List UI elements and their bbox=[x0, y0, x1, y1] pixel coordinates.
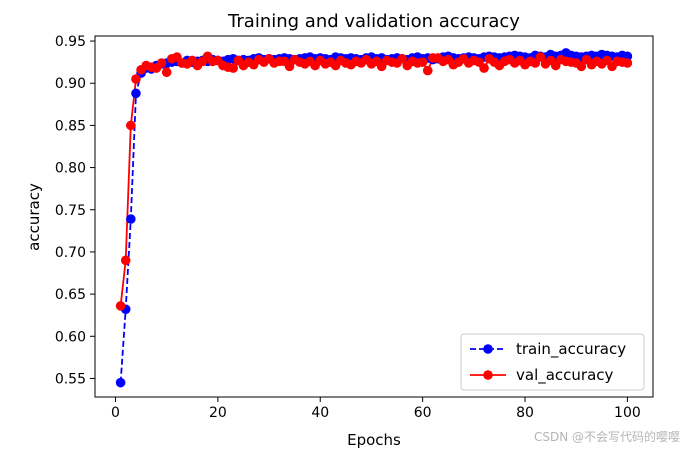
legend-label-train_accuracy: train_accuracy bbox=[516, 340, 626, 359]
val_accuracy-point bbox=[126, 120, 136, 131]
val_accuracy-point bbox=[535, 52, 546, 62]
x-axis-label: Epochs bbox=[347, 431, 401, 449]
train_accuracy-point bbox=[115, 377, 126, 388]
x-tick-label: 100 bbox=[614, 405, 641, 421]
val_accuracy-point bbox=[622, 58, 633, 68]
y-axis-label: accuracy bbox=[25, 183, 43, 251]
y-tick-label: 0.65 bbox=[55, 287, 86, 303]
legend-marker-val_accuracy bbox=[483, 370, 493, 380]
watermark: CSDN @不会写代码的嘤嘤 bbox=[534, 429, 680, 444]
y-tick-label: 0.75 bbox=[55, 203, 86, 219]
plot-area: 0 20 40 60 80 100 0.55 0.60 0.65 0.70 0.75 0.80 0.85… bbox=[55, 34, 654, 421]
y-tick-label: 0.90 bbox=[55, 76, 86, 92]
y-tick-label: 0.70 bbox=[55, 245, 86, 261]
y-tick-label: 0.95 bbox=[55, 34, 86, 50]
legend-marker-train_accuracy bbox=[483, 344, 493, 354]
val_accuracy-point bbox=[422, 65, 433, 76]
val_accuracy-point bbox=[120, 255, 131, 266]
chart-title: Training and validation accuracy bbox=[227, 11, 520, 32]
val_accuracy-point bbox=[131, 74, 141, 84]
y-tick-label: 0.80 bbox=[55, 161, 86, 177]
val_accuracy-point bbox=[228, 63, 239, 73]
val_accuracy-point bbox=[284, 61, 295, 72]
val_accuracy-point bbox=[576, 61, 587, 72]
val_accuracy-point bbox=[417, 57, 428, 67]
train_accuracy-point bbox=[126, 214, 136, 224]
val_accuracy-point bbox=[479, 63, 489, 73]
x-tick-label: 40 bbox=[311, 405, 329, 421]
val_accuracy-point bbox=[156, 58, 167, 68]
val_accuracy-point bbox=[397, 53, 407, 64]
val_accuracy-line bbox=[119, 54, 628, 307]
legend-box bbox=[460, 333, 645, 391]
legend-label-val_accuracy: val_accuracy bbox=[516, 366, 614, 385]
x-tick-label: 80 bbox=[516, 405, 534, 421]
x-tick-label: 20 bbox=[209, 405, 227, 421]
x-tick-label: 0 bbox=[111, 405, 120, 421]
val_accuracy-point bbox=[161, 67, 172, 78]
x-tick-label: 60 bbox=[414, 405, 432, 421]
y-tick-label: 0.55 bbox=[55, 371, 86, 387]
plot-frame bbox=[94, 35, 654, 398]
val_accuracy-point bbox=[115, 301, 126, 311]
y-tick-label: 0.85 bbox=[55, 118, 86, 134]
y-tick-label: 0.60 bbox=[55, 329, 86, 345]
train_accuracy-point bbox=[131, 88, 141, 99]
train_accuracy-line bbox=[119, 51, 628, 383]
